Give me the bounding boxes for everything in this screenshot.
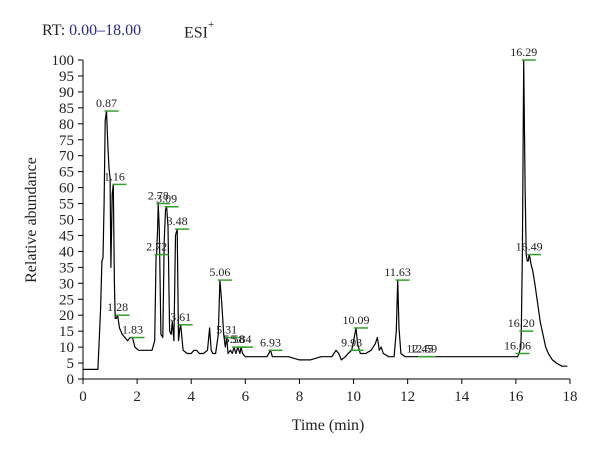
peak-label: 10.09 <box>342 313 369 327</box>
y-tick-label: 100 <box>52 53 75 69</box>
chart-marks <box>83 59 568 370</box>
peak-label: 1.28 <box>107 300 128 314</box>
peak-label: 16.20 <box>508 316 535 330</box>
y-tick-label: 80 <box>59 117 74 133</box>
peak-label: 5.58 <box>223 332 244 346</box>
peak-label: 2.72 <box>146 240 167 254</box>
y-tick-label: 15 <box>59 324 74 340</box>
ionization-label: ESI <box>184 24 208 42</box>
y-tick-label: 5 <box>67 356 75 372</box>
x-tick-label: 4 <box>187 389 195 405</box>
x-tick-label: 2 <box>133 389 141 405</box>
peak-label: 16.29 <box>510 45 537 59</box>
y-axis-label: Relative abundance <box>23 157 40 283</box>
y-tick-label: 90 <box>59 85 74 101</box>
peak-label: 3.61 <box>170 310 191 324</box>
y-tick-label: 85 <box>59 101 74 117</box>
y-tick-label: 10 <box>59 340 74 356</box>
x-tick-label: 16 <box>508 389 524 405</box>
peak-label: 3.48 <box>167 214 188 228</box>
y-tick-label: 55 <box>59 197 74 213</box>
x-tick-label: 12 <box>400 389 415 405</box>
chart-axes: 0510152025303540455055606570758085909510… <box>52 53 578 405</box>
y-tick-label: 35 <box>59 260 74 276</box>
y-tick-label: 95 <box>59 69 74 85</box>
peak-label: 9.93 <box>341 335 362 349</box>
peak-label: 2.78 <box>148 189 169 203</box>
y-tick-label: 25 <box>59 292 74 308</box>
peak-label: 1.83 <box>122 323 143 337</box>
y-tick-label: 0 <box>67 372 75 388</box>
chromatogram-series-line <box>83 59 568 370</box>
chart-peak-labels: 0.87 1.16 1.28 1.83 2.72 2.783.09 3.48 3.61 5.06… <box>96 45 543 358</box>
retention-time-header: RT: 0.00–18.00 <box>42 22 141 40</box>
peak-label: 6.93 <box>260 335 281 349</box>
x-tick-label: 18 <box>563 389 578 405</box>
peak-label: 5.06 <box>209 265 230 279</box>
x-tick-label: 10 <box>346 389 361 405</box>
peak-label: 3.09 <box>156 192 177 206</box>
rt-label: RT: <box>42 22 66 39</box>
peak-label: 5.84 <box>231 332 252 346</box>
peak-label: 12.59 <box>410 342 437 356</box>
peak-label: 16.06 <box>504 338 531 352</box>
y-tick-label: 60 <box>59 181 74 197</box>
rt-range: 0.00–18.00 <box>69 22 142 39</box>
x-tick-label: 8 <box>296 389 304 405</box>
ionization-mode: ESI+ <box>184 19 215 42</box>
y-tick-label: 45 <box>59 228 74 244</box>
ionization-polarity: + <box>208 19 215 31</box>
y-tick-label: 70 <box>59 149 74 165</box>
peak-label: 5.31 <box>216 323 237 337</box>
x-tick-label: 14 <box>454 389 470 405</box>
y-tick-label: 40 <box>59 244 74 260</box>
y-tick-label: 75 <box>59 133 74 149</box>
peak-label: 0.87 <box>96 96 117 110</box>
peak-label: 11.63 <box>384 265 411 279</box>
x-axis-label: Time (min) <box>292 417 365 434</box>
x-tick-label: 0 <box>79 389 87 405</box>
y-tick-label: 30 <box>59 276 74 292</box>
peak-label: 12.45 <box>406 342 433 356</box>
peak-label: 16.49 <box>516 240 543 254</box>
y-tick-label: 65 <box>59 165 74 181</box>
x-tick-label: 6 <box>242 389 250 405</box>
y-tick-label: 50 <box>59 213 74 229</box>
y-tick-label: 20 <box>59 308 74 324</box>
peak-label: 1.16 <box>104 169 125 183</box>
